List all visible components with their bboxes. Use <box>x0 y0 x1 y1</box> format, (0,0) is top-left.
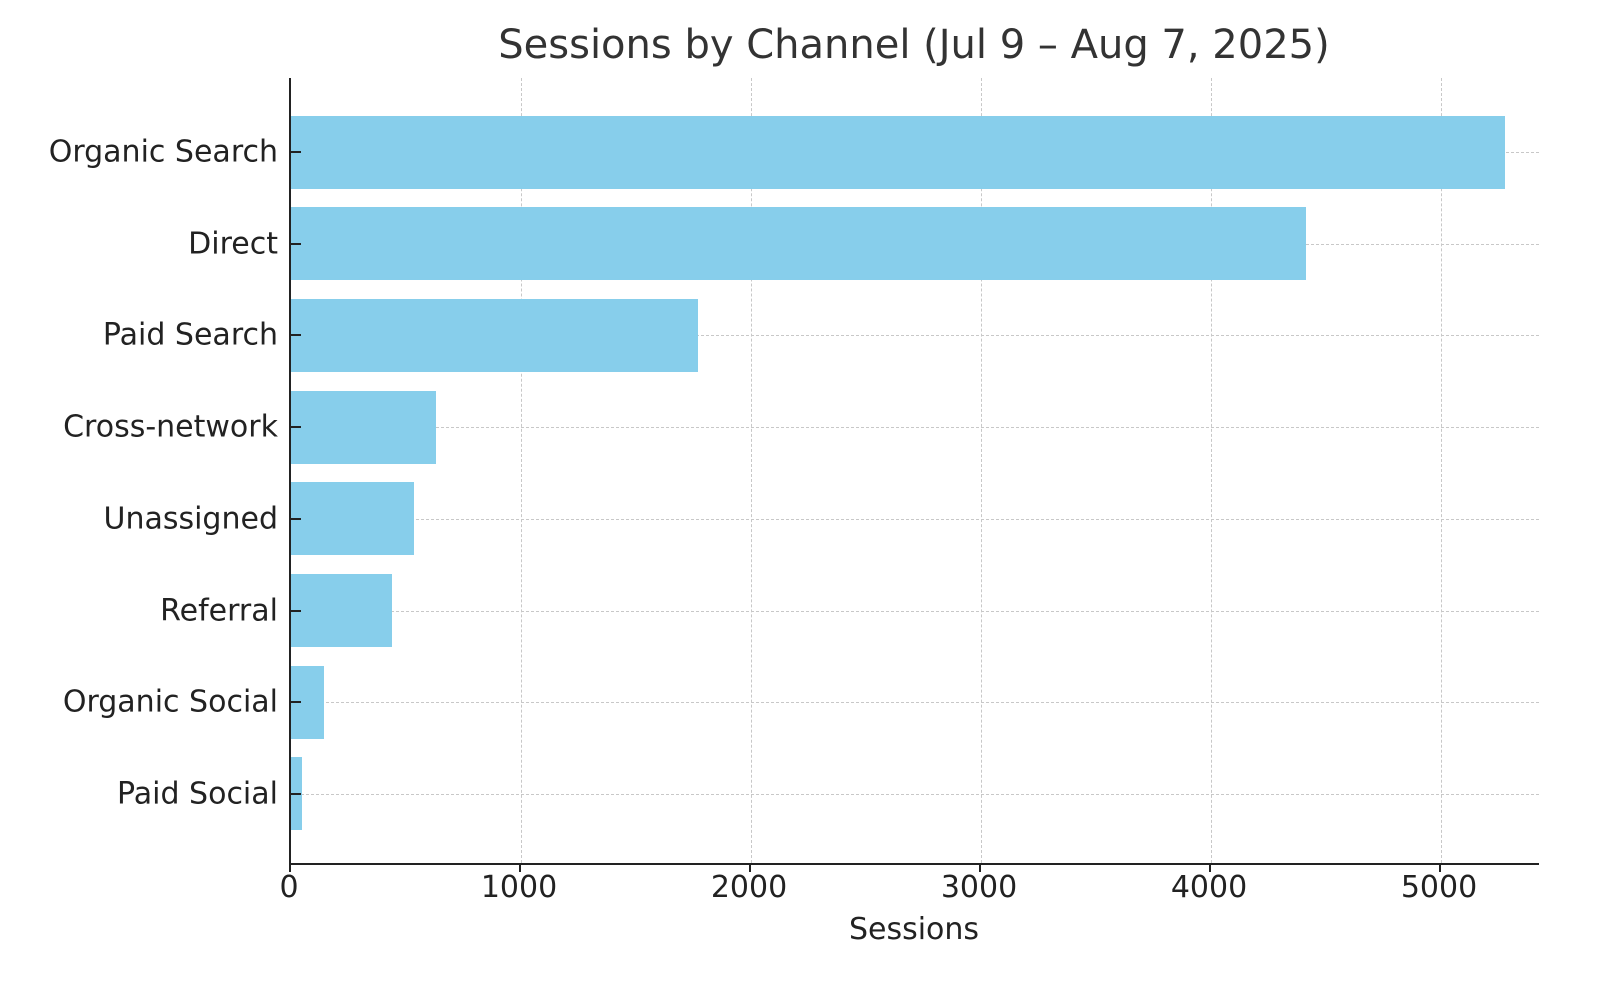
plot-area <box>289 78 1539 872</box>
bar <box>291 574 392 647</box>
y-gridline <box>291 610 1539 612</box>
y-tick-label: Paid Social <box>117 776 278 812</box>
x-tick-label: 2000 <box>710 870 788 905</box>
y-tick <box>291 426 301 429</box>
x-tick <box>749 863 751 872</box>
y-tick <box>291 701 301 704</box>
y-gridline <box>291 518 1539 520</box>
x-tick <box>1209 863 1211 872</box>
x-tick-label: 4000 <box>1170 870 1248 905</box>
y-tick <box>291 334 301 337</box>
x-tick <box>979 863 981 872</box>
x-gridline <box>981 78 982 863</box>
y-gridline <box>291 793 1539 795</box>
y-tick-label: Direct <box>188 226 278 262</box>
y-tick <box>291 151 301 153</box>
y-gridline <box>291 335 1539 337</box>
y-tick <box>291 792 301 795</box>
x-gridline <box>751 78 752 863</box>
x-tick <box>519 863 521 872</box>
y-tick <box>291 609 301 612</box>
x-axis-title: Sessions <box>848 912 980 947</box>
x-tick-label: 0 <box>279 870 299 905</box>
y-gridline <box>291 702 1539 704</box>
x-tick <box>1439 863 1441 872</box>
y-tick-label: Unassigned <box>103 501 278 537</box>
chart-title: Sessions by Channel (Jul 9 – Aug 7, 2025… <box>498 22 1330 68</box>
y-tick-label: Paid Search <box>102 317 278 353</box>
bar <box>291 115 1505 189</box>
x-gridline <box>1211 78 1212 863</box>
x-gridline <box>521 78 522 863</box>
bar <box>291 207 1306 281</box>
bar <box>291 390 436 464</box>
x-gridline <box>1441 78 1442 863</box>
y-tick-label: Organic Search <box>48 134 278 170</box>
y-tick-label: Organic Social <box>62 684 278 720</box>
x-tick <box>289 863 291 872</box>
y-gridline <box>291 427 1539 429</box>
y-tick <box>291 242 301 245</box>
x-tick-label: 3000 <box>940 870 1018 905</box>
x-tick-label: 1000 <box>480 870 558 905</box>
y-tick <box>291 517 301 520</box>
y-tick-label: Referral <box>160 593 278 628</box>
bar <box>291 298 699 372</box>
x-tick-label: 5000 <box>1400 870 1478 905</box>
bar <box>291 482 415 556</box>
y-tick-label: Cross-network <box>63 409 278 445</box>
